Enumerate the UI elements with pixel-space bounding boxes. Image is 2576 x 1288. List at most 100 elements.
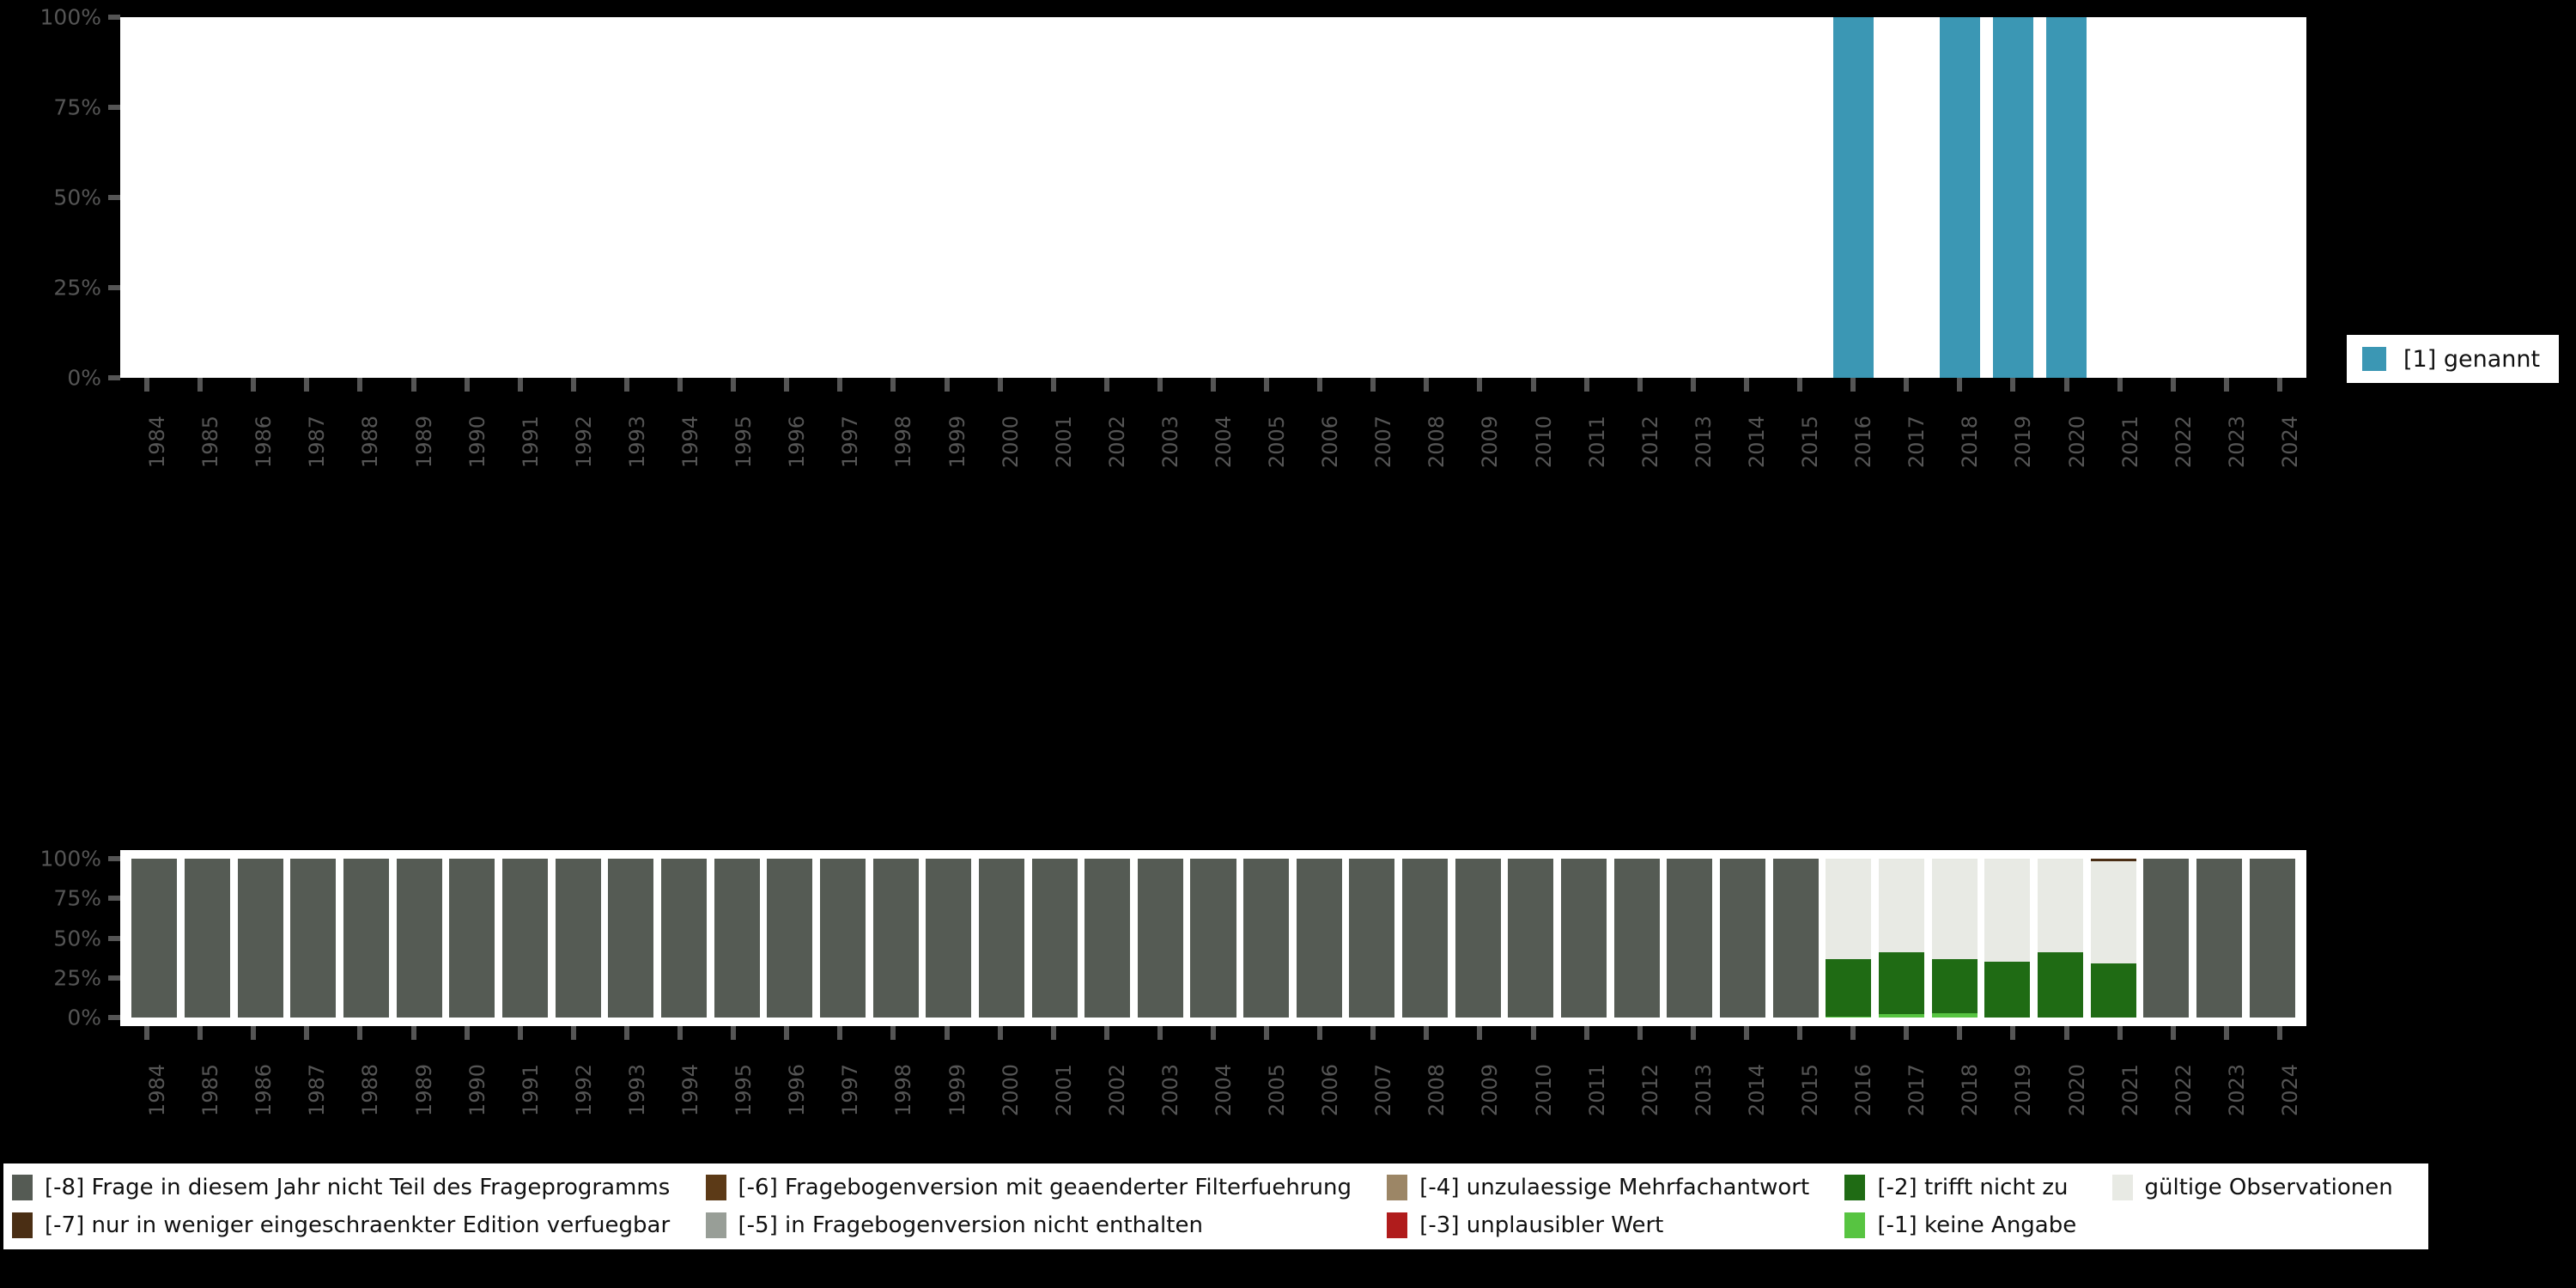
meta-bar-segment (1349, 859, 1395, 1018)
legend-item: [-4] unzulaessige Mehrfachantwort (1387, 1175, 1844, 1200)
meta-bar (1137, 859, 1183, 1018)
meta-y-tick-mark (108, 896, 120, 902)
meta-y-tick-label: 0% (67, 1005, 101, 1030)
meta-x-label: 2011 (1584, 1064, 1609, 1117)
main-x-tick (304, 378, 310, 392)
main-bar-segment (2045, 17, 2087, 378)
meta-x-tick (1797, 1026, 1803, 1040)
meta-bar (1613, 859, 1660, 1018)
meta-bar-segment (1667, 859, 1713, 1018)
meta-bar (1508, 859, 1554, 1018)
main-x-tick (1317, 378, 1323, 392)
main-x-label: 1992 (571, 416, 596, 469)
meta-x-tick (2276, 1026, 2282, 1040)
meta-x-label: 2022 (2171, 1064, 2196, 1117)
main-x-tick (1157, 378, 1163, 392)
legend-swatch-genannt (2362, 347, 2386, 371)
meta-bar-segment (290, 859, 337, 1018)
meta-x-label: 2004 (1212, 1064, 1236, 1117)
meta-bar-segment (1984, 859, 2031, 963)
meta-bar (449, 859, 495, 1018)
meta-x-label: 1985 (198, 1064, 223, 1117)
meta-x-tick (1264, 1026, 1270, 1040)
meta-bar-segment (1879, 859, 1925, 953)
meta-x-tick (890, 1026, 896, 1040)
meta-x-tick (1370, 1026, 1376, 1040)
main-x-tick (784, 378, 790, 392)
meta-x-tick (2117, 1026, 2123, 1040)
main-x-label: 1995 (732, 416, 756, 469)
meta-x-tick (837, 1026, 843, 1040)
meta-bar-segment (1561, 859, 1607, 1018)
meta-bar-segment (1508, 859, 1554, 1018)
meta-x-tick (1477, 1026, 1483, 1040)
legend-label: [-2] trifft nicht zu (1877, 1175, 2069, 1200)
meta-bar-segment (237, 859, 283, 1018)
meta-bar (1349, 859, 1395, 1018)
meta-x-label: 2005 (1265, 1064, 1290, 1117)
main-x-label: 1984 (145, 416, 170, 469)
main-x-tick (731, 378, 737, 392)
meta-bar-segment (1772, 859, 1819, 1018)
meta-x-tick (410, 1026, 416, 1040)
main-x-label: 2003 (1157, 416, 1182, 469)
main-y-tick-mark (108, 375, 120, 380)
main-bar (2045, 17, 2087, 378)
main-x-tick (2170, 378, 2176, 392)
main-x-label: 1989 (411, 416, 436, 469)
main-x-label: 2024 (2277, 416, 2302, 469)
main-y-tick-mark (108, 105, 120, 110)
meta-x-tick (2223, 1026, 2229, 1040)
meta-bar-segment (2038, 859, 2084, 953)
main-x-tick (197, 378, 204, 392)
meta-x-tick (357, 1026, 363, 1040)
meta-bar (2038, 859, 2084, 1018)
meta-y-tick-mark (108, 856, 120, 861)
legend-item: [-5] in Fragebogenversion nicht enthalte… (705, 1212, 1388, 1238)
meta-bar (396, 859, 442, 1018)
meta-x-label: 2014 (1744, 1064, 1769, 1117)
main-x-tick (1904, 378, 1910, 392)
main-x-label: 2007 (1371, 416, 1396, 469)
legend-swatch (12, 1175, 33, 1200)
meta-x-tick (517, 1026, 523, 1040)
meta-bar-segment (1031, 859, 1078, 1018)
meta-bar (1190, 859, 1236, 1018)
legend-label: [-6] Fragebogenversion mit geaenderter F… (738, 1175, 1352, 1200)
main-x-label: 2017 (1905, 416, 1929, 469)
main-x-tick (251, 378, 257, 392)
main-x-label: 2004 (1212, 416, 1236, 469)
meta-x-label: 1994 (678, 1064, 703, 1117)
meta-bar (1402, 859, 1449, 1018)
meta-x-tick (464, 1026, 470, 1040)
meta-bar-segment (819, 859, 866, 1018)
main-x-tick (1211, 378, 1216, 392)
main-x-tick (1264, 378, 1270, 392)
meta-x-tick (1957, 1026, 1963, 1040)
main-x-tick (677, 378, 683, 392)
meta-x-tick (1050, 1026, 1056, 1040)
meta-x-tick (1157, 1026, 1163, 1040)
meta-bar-segment (1826, 1016, 1872, 1018)
meta-x-tick (1904, 1026, 1910, 1040)
meta-x-label: 2023 (2224, 1064, 2249, 1117)
meta-x-label: 1992 (571, 1064, 596, 1117)
legend-label: gültige Observationen (2144, 1175, 2393, 1200)
meta-bar-segment (184, 859, 230, 1018)
main-x-tick (1797, 378, 1803, 392)
meta-bar (1879, 859, 1925, 1018)
meta-x-tick (144, 1026, 150, 1040)
main-x-label: 2014 (1744, 416, 1769, 469)
meta-bar-segment (872, 859, 919, 1018)
meta-bar (872, 859, 919, 1018)
meta-bar-segment (1084, 859, 1131, 1018)
meta-x-axis: 1984 1985 1986 1987 1988 1989 1990 1991 1992 1993… (120, 1026, 2306, 1138)
main-x-label: 2023 (2224, 416, 2249, 469)
main-x-tick (1690, 378, 1696, 392)
meta-bar-segment (926, 859, 972, 1018)
meta-x-tick (570, 1026, 576, 1040)
meta-x-tick (1424, 1026, 1430, 1040)
meta-x-label: 2019 (2011, 1064, 2036, 1117)
meta-x-tick (1103, 1026, 1109, 1040)
legend-item: [-6] Fragebogenversion mit geaenderter F… (705, 1175, 1388, 1200)
